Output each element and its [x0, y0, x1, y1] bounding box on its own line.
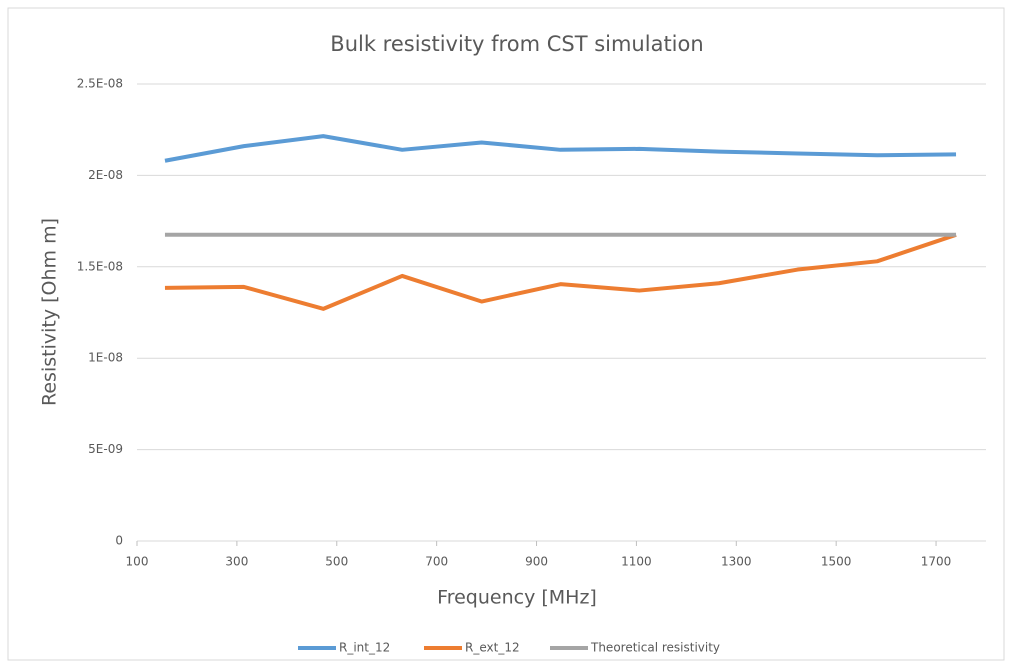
y-axis-label: Resistivity [Ohm m] [39, 218, 61, 406]
line-series [164, 134, 957, 163]
legend-label: R_ext_12 [465, 641, 520, 655]
x-tick-label: 700 [425, 555, 448, 569]
x-tick-label: 1700 [921, 555, 952, 569]
legend-label: Theoretical resistivity [590, 641, 720, 655]
line-series [164, 232, 957, 311]
chart-title: Bulk resistivity from CST simulation [330, 32, 703, 56]
y-tick-label: 2.5E-08 [77, 77, 123, 91]
x-axis-label: Frequency [MHz] [437, 587, 597, 609]
x-tick-label: 1300 [721, 555, 752, 569]
y-tick-label: 0 [115, 534, 123, 548]
x-tick-label: 1500 [821, 555, 852, 569]
y-tick-label: 1E-08 [88, 351, 123, 365]
x-tick-label: 1100 [621, 555, 652, 569]
x-tick-label: 900 [525, 555, 548, 569]
x-tick-label: 500 [325, 555, 348, 569]
x-tick-label: 100 [126, 555, 149, 569]
y-tick-label: 1.5E-08 [77, 259, 123, 273]
x-tick-label: 300 [225, 555, 248, 569]
legend-label: R_int_12 [339, 641, 390, 655]
y-tick-label: 2E-08 [88, 168, 123, 182]
y-tick-label: 5E-09 [88, 442, 123, 456]
chart-border [7, 7, 1005, 661]
